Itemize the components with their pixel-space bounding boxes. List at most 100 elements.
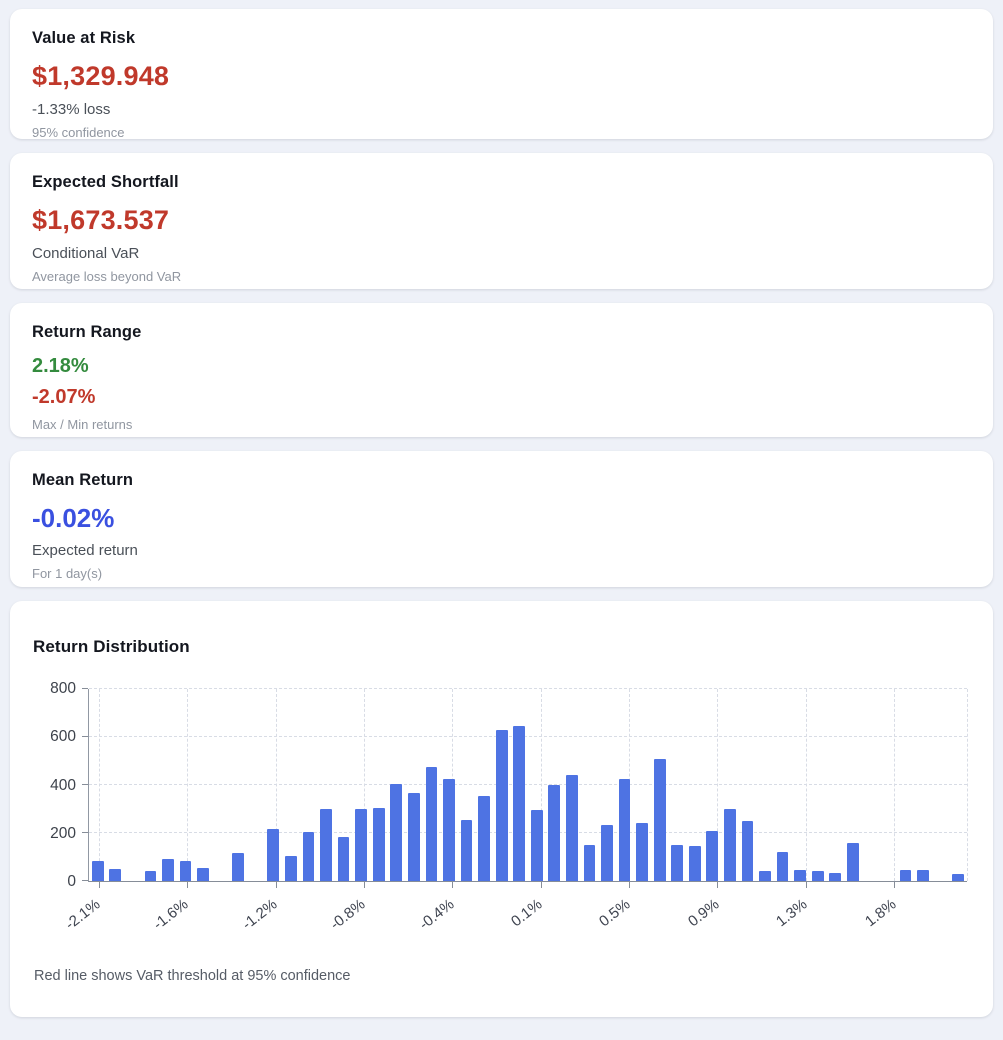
histogram-bar — [162, 858, 174, 881]
x-tick-mark — [717, 882, 719, 888]
x-tick-label: -0.8% — [327, 895, 369, 934]
histogram-bar — [618, 779, 631, 881]
value-at-risk-note: 95% confidence — [32, 125, 125, 140]
expected-shortfall-card: Expected Shortfall $1,673.537 Conditiona… — [10, 153, 993, 289]
y-tick-label: 800 — [50, 680, 76, 697]
histogram-bar — [232, 853, 245, 881]
histogram-bar — [917, 870, 929, 881]
x-tick-label: -1.6% — [150, 895, 192, 934]
y-tick-label: 0 — [67, 873, 76, 890]
mean-return-subtitle: Expected return — [32, 542, 138, 559]
plot-area — [82, 688, 968, 888]
histogram-bar — [443, 779, 455, 881]
expected-shortfall-note: Average loss beyond VaR — [32, 269, 182, 284]
x-tick-label: 0.5% — [596, 895, 634, 931]
histogram-bar — [372, 807, 385, 881]
histogram-bar — [460, 819, 473, 881]
y-tick-label: 200 — [50, 824, 76, 842]
v-gridline — [805, 689, 807, 881]
var-threshold-footnote: Red line shows VaR threshold at 95% conf… — [34, 968, 351, 984]
histogram-bar — [197, 868, 209, 881]
x-tick-label: -2.1% — [61, 895, 104, 934]
histogram-bar — [548, 785, 561, 881]
histogram-bar — [179, 860, 192, 881]
h-gridline — [89, 736, 967, 737]
histogram-bar — [811, 871, 824, 881]
histogram-bar — [724, 809, 736, 881]
x-tick-mark — [893, 882, 895, 888]
histogram-bar — [267, 829, 280, 881]
y-tick-mark — [82, 688, 88, 689]
histogram-bar — [407, 793, 420, 881]
x-tick-mark — [99, 882, 100, 888]
v-gridline — [893, 689, 895, 881]
histogram-bar — [320, 809, 332, 881]
value-at-risk-amount: $1,329.948 — [32, 61, 170, 91]
v-gridline — [540, 689, 542, 881]
histogram-bar — [390, 783, 403, 881]
mean-return-title: Mean Return — [32, 471, 134, 489]
histogram-bar — [302, 831, 315, 881]
v-gridline-right-edge — [967, 689, 968, 881]
x-tick-label: 1.8% — [861, 895, 900, 931]
x-tick-label: -1.2% — [238, 895, 281, 934]
x-tick-mark — [452, 882, 454, 888]
histogram-bar — [425, 767, 438, 881]
histogram-bar — [91, 860, 104, 881]
y-axis-labels: 0 200 400 600 800 — [10, 680, 80, 890]
histogram-bar — [653, 758, 666, 881]
x-tick-label: -0.4% — [415, 895, 457, 934]
x-tick-mark — [275, 882, 277, 888]
histogram-bar — [513, 726, 526, 881]
histogram-bar — [636, 823, 648, 881]
value-at-risk-title: Value at Risk — [32, 29, 136, 47]
value-at-risk-subtitle: -1.33% loss — [32, 101, 111, 118]
histogram-bar — [583, 845, 596, 881]
return-range-min: -2.07% — [32, 386, 96, 408]
return-range-max: 2.18% — [32, 355, 89, 377]
y-tick-mark — [82, 880, 88, 881]
y-tick-mark — [82, 784, 88, 785]
h-gridline — [89, 832, 967, 833]
histogram-bar — [759, 871, 771, 881]
histogram-bar — [671, 845, 684, 881]
v-gridline — [363, 689, 365, 881]
x-axis-labels: -2.1% -1.6% -1.2% -0.8% -0.4% 0.1% 0.5% 0.9% 1.3… — [62, 889, 967, 949]
histogram-bar — [952, 873, 965, 881]
y-tick-label: 400 — [50, 776, 76, 794]
histogram-bar — [530, 810, 543, 881]
x-tick-mark — [363, 882, 365, 888]
x-tick-mark — [187, 882, 189, 888]
histogram-bar — [846, 842, 859, 881]
expected-shortfall-title: Expected Shortfall — [32, 173, 179, 191]
histogram-bar — [794, 870, 807, 881]
histogram-bar — [337, 837, 350, 881]
histogram-bar — [109, 869, 122, 881]
histogram-bar — [741, 821, 754, 881]
v-gridline — [99, 689, 100, 881]
histogram-bar — [566, 775, 578, 881]
h-gridline — [89, 784, 967, 785]
histogram-bar — [688, 846, 701, 881]
return-distribution-card: Return Distribution 0 200 400 600 800 -2.1% -… — [10, 601, 993, 1017]
return-range-card: Return Range 2.18% -2.07% Max / Min retu… — [10, 303, 993, 437]
histogram-bar — [706, 830, 719, 881]
histogram-bar — [355, 809, 368, 881]
x-tick-label: 0.9% — [684, 895, 723, 931]
mean-return-value: -0.02% — [32, 503, 115, 533]
y-tick-label: 600 — [50, 728, 76, 746]
histogram-bar — [899, 870, 912, 881]
histogram-bar — [144, 870, 157, 881]
v-gridline — [275, 689, 277, 881]
return-range-title: Return Range — [32, 323, 142, 341]
histogram-bar — [478, 795, 490, 881]
v-gridline — [717, 689, 719, 881]
x-tick-label: 1.3% — [773, 895, 811, 931]
v-gridline — [187, 689, 189, 881]
expected-shortfall-amount: $1,673.537 — [32, 205, 170, 235]
histogram-bar — [285, 855, 297, 881]
x-tick-mark — [805, 882, 807, 888]
mean-return-note: For 1 day(s) — [32, 566, 103, 581]
mean-return-card: Mean Return -0.02% Expected return For 1… — [10, 451, 993, 587]
